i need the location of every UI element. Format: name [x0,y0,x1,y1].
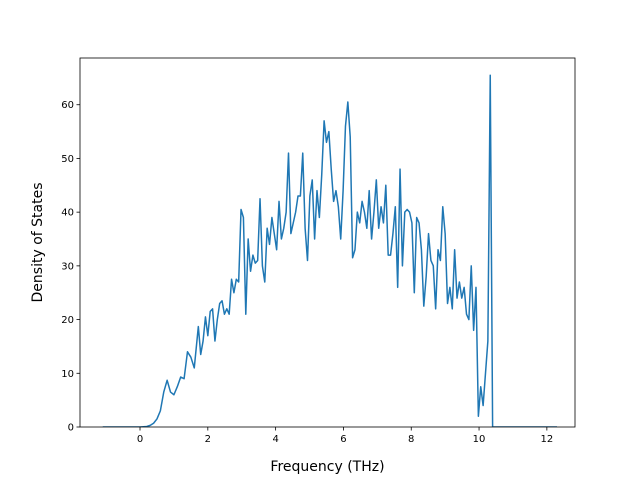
x-axis-label: Frequency (THz) [270,459,384,475]
data-line [102,74,558,427]
y-tick-label: 40 [61,208,74,219]
plot-frame [79,57,576,428]
x-tick-label: 10 [473,434,486,445]
y-tick-label: 30 [61,261,74,272]
x-tick-label: 6 [340,434,346,445]
y-tick-label: 10 [61,369,74,380]
y-tick-label: 20 [61,315,74,326]
x-tick-label: 4 [272,434,278,445]
x-tick-label: 2 [205,434,211,445]
x-tick-label: 0 [137,434,143,445]
x-tick-label: 8 [408,434,414,445]
x-tick-label: 12 [540,434,553,445]
y-tick-label: 0 [68,423,74,434]
y-tick-label: 60 [61,100,74,111]
y-tick-label: 50 [61,154,74,165]
y-axis-label: Density of States [30,183,46,303]
